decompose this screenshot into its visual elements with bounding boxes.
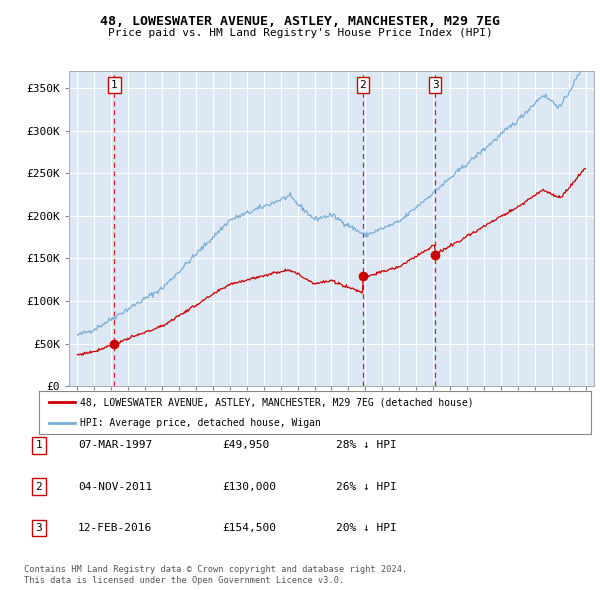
Text: 2: 2 bbox=[35, 482, 43, 491]
Text: HPI: Average price, detached house, Wigan: HPI: Average price, detached house, Wiga… bbox=[80, 418, 321, 428]
Text: 04-NOV-2011: 04-NOV-2011 bbox=[78, 482, 152, 491]
Text: Contains HM Land Registry data © Crown copyright and database right 2024.: Contains HM Land Registry data © Crown c… bbox=[24, 565, 407, 574]
Text: 1: 1 bbox=[111, 80, 118, 90]
Text: 28% ↓ HPI: 28% ↓ HPI bbox=[336, 441, 397, 450]
Text: 1: 1 bbox=[35, 441, 43, 450]
Text: 3: 3 bbox=[35, 523, 43, 533]
Text: Price paid vs. HM Land Registry's House Price Index (HPI): Price paid vs. HM Land Registry's House … bbox=[107, 28, 493, 38]
Text: 20% ↓ HPI: 20% ↓ HPI bbox=[336, 523, 397, 533]
Text: This data is licensed under the Open Government Licence v3.0.: This data is licensed under the Open Gov… bbox=[24, 576, 344, 585]
Text: £49,950: £49,950 bbox=[222, 441, 269, 450]
Text: 2: 2 bbox=[359, 80, 366, 90]
Text: 48, LOWESWATER AVENUE, ASTLEY, MANCHESTER, M29 7EG: 48, LOWESWATER AVENUE, ASTLEY, MANCHESTE… bbox=[100, 15, 500, 28]
Text: 26% ↓ HPI: 26% ↓ HPI bbox=[336, 482, 397, 491]
Text: 12-FEB-2016: 12-FEB-2016 bbox=[78, 523, 152, 533]
Text: 3: 3 bbox=[432, 80, 439, 90]
Text: 07-MAR-1997: 07-MAR-1997 bbox=[78, 441, 152, 450]
Text: £154,500: £154,500 bbox=[222, 523, 276, 533]
Text: 48, LOWESWATER AVENUE, ASTLEY, MANCHESTER, M29 7EG (detached house): 48, LOWESWATER AVENUE, ASTLEY, MANCHESTE… bbox=[80, 397, 474, 407]
Text: £130,000: £130,000 bbox=[222, 482, 276, 491]
